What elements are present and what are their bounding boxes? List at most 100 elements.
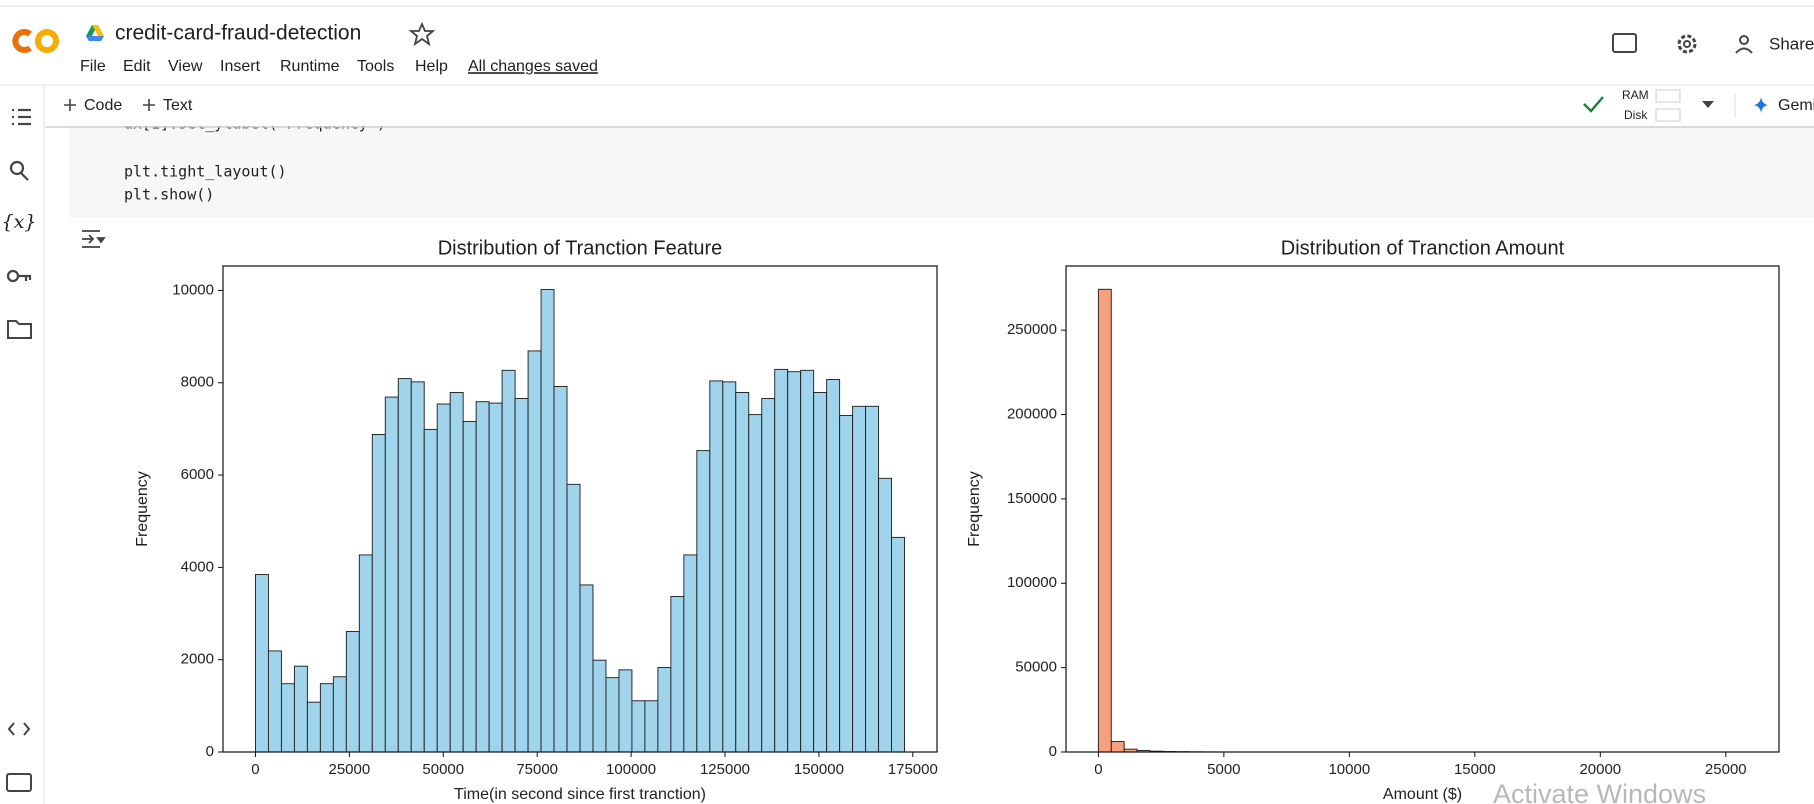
variables-icon[interactable]: {x}	[2, 211, 37, 233]
connected-check	[1583, 96, 1604, 113]
x-tick-label: 0	[251, 761, 259, 778]
x-tick-label: 150000	[794, 761, 844, 778]
x-tick-label: 25000	[1705, 761, 1747, 778]
histogram-bar	[722, 381, 737, 753]
gemini-icon[interactable]	[1754, 97, 1768, 113]
histogram-bar	[891, 536, 905, 753]
secrets-icon[interactable]	[6, 269, 32, 283]
add-text-button[interactable]: Text	[163, 97, 193, 114]
histogram-bar	[553, 386, 568, 753]
notebook-title[interactable]: credit-card-fraud-detection	[115, 22, 361, 45]
y-tick-label: 8000	[181, 374, 214, 391]
add-code-button[interactable]: Code	[84, 97, 122, 114]
x-tick-label: 10000	[1328, 761, 1370, 778]
y-tick-label: 10000	[172, 281, 214, 298]
histogram-bar	[306, 701, 321, 753]
histogram-bar	[267, 650, 282, 753]
output-toggle-icon[interactable]	[82, 230, 106, 248]
histogram-bar	[410, 381, 425, 753]
histogram-bar	[514, 398, 529, 753]
histogram-bar	[670, 596, 685, 753]
search-icon[interactable]	[9, 160, 29, 181]
histogram-bar	[592, 659, 607, 753]
histogram-bar	[436, 403, 451, 753]
histogram-bar	[709, 380, 724, 753]
menu-item[interactable]: Insert	[220, 58, 261, 75]
y-tick-label: 150000	[1007, 490, 1057, 507]
disk-meter	[1655, 108, 1681, 122]
share-button[interactable]: Share	[1769, 34, 1814, 53]
histogram-bar	[462, 421, 477, 753]
files-icon[interactable]	[7, 320, 32, 339]
code-cell[interactable]	[69, 118, 1814, 218]
histogram-bar	[852, 405, 867, 753]
x-tick-label: 20000	[1579, 761, 1621, 778]
x-tick-label: 50000	[422, 761, 464, 778]
share-icon[interactable]	[1735, 35, 1753, 54]
histogram-bar	[748, 414, 763, 753]
histogram-bar	[1110, 741, 1125, 753]
menu-item[interactable]: File	[80, 58, 106, 75]
menu-item[interactable]: Edit	[123, 58, 151, 75]
y-axis-label: Frequency	[966, 471, 983, 547]
histogram-bar	[696, 450, 711, 753]
code-line: plt.tight_layout()	[124, 163, 287, 181]
histogram-bar	[488, 402, 503, 753]
histogram-bar	[644, 700, 659, 753]
x-axis-label: Time(in second since first tranction)	[454, 786, 706, 803]
histogram-bar	[579, 584, 594, 753]
star-icon[interactable]	[408, 21, 436, 47]
y-tick-label: 50000	[1015, 659, 1057, 676]
histogram-bar	[813, 392, 828, 753]
menu-item[interactable]: Runtime	[280, 58, 340, 75]
histogram-bar	[449, 392, 464, 753]
histogram-bar	[631, 700, 646, 753]
disk-label: Disk	[1624, 108, 1648, 122]
histogram-bar	[865, 405, 880, 753]
y-tick-label: 200000	[1007, 405, 1057, 422]
menu-item[interactable]: View	[168, 58, 203, 75]
terminal-icon[interactable]	[6, 773, 32, 792]
histogram-bar	[293, 665, 308, 753]
histogram-bar	[774, 368, 789, 753]
plot-frame	[1065, 265, 1780, 753]
colab-logo	[12, 29, 59, 53]
histogram-bar	[319, 683, 334, 753]
menu-item[interactable]: Help	[415, 58, 448, 75]
x-tick-label: 15000	[1454, 761, 1496, 778]
histogram-bar	[358, 554, 373, 753]
x-tick-label: 25000	[329, 761, 371, 778]
x-tick-label: 175000	[888, 761, 938, 778]
histogram-bar	[397, 378, 412, 753]
x-tick-label: 100000	[606, 761, 656, 778]
x-tick-label: 0	[1094, 761, 1102, 778]
gemini-button[interactable]: Gemini	[1778, 97, 1814, 114]
chart-title: Distribution of Tranction Amount	[1281, 237, 1565, 259]
settings-icon[interactable]	[1677, 34, 1697, 54]
toc-icon[interactable]	[12, 108, 31, 126]
histogram-bar	[657, 667, 672, 753]
save-status[interactable]: All changes saved	[468, 58, 598, 75]
histogram-bar	[501, 369, 516, 753]
resources-dropdown[interactable]	[1702, 101, 1714, 108]
plus-icon	[64, 99, 76, 111]
histogram-bar	[540, 289, 555, 753]
y-tick-label: 0	[1049, 743, 1057, 760]
windows-watermark: Activate Windows	[1493, 779, 1706, 804]
histogram-bar	[371, 434, 386, 753]
histogram-bar	[826, 379, 841, 753]
y-tick-label: 2000	[181, 651, 214, 668]
histogram-bar	[1097, 288, 1112, 753]
code-snippets-icon[interactable]	[7, 722, 31, 736]
ram-meter	[1655, 89, 1681, 103]
y-tick-label: 4000	[181, 558, 214, 575]
histogram-bar	[423, 428, 438, 753]
histogram-bar	[280, 683, 295, 753]
settings-icon-center	[1683, 40, 1691, 48]
menu-item[interactable]: Tools	[357, 58, 394, 75]
plus-icon	[143, 99, 155, 111]
histogram-bar	[800, 369, 815, 753]
comment-icon[interactable]	[1612, 33, 1637, 53]
chart-title: Distribution of Tranction Feature	[438, 237, 723, 259]
